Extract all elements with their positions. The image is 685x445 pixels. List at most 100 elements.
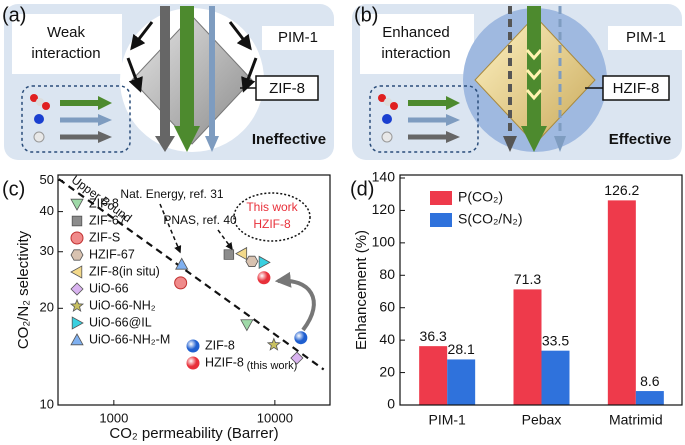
molecule xyxy=(384,98,392,106)
panel-label: (a) xyxy=(2,4,26,26)
legend-label: ZIF-8 xyxy=(205,338,235,352)
interaction-label: Enhanced xyxy=(382,24,450,41)
x-tick-label: Matrimid xyxy=(609,412,663,428)
legend-label: UiO-66-NH₂ xyxy=(89,298,156,312)
label-box xyxy=(360,14,474,74)
panel-b: (b) Enhanced interaction PIM-1 HZIF-8 Ef… xyxy=(352,4,682,160)
molecule xyxy=(390,102,398,110)
data-point xyxy=(290,351,304,365)
molecule xyxy=(381,131,393,143)
gas-box xyxy=(21,85,131,153)
legend-label: ZIF-8(in situ) xyxy=(89,264,160,278)
y-tick-label: 120 xyxy=(372,201,396,217)
value-label: 8.6 xyxy=(640,373,660,389)
legend-label: UiO-66-NH₂-M xyxy=(89,332,170,346)
y-tick-label: 60 xyxy=(379,298,395,314)
legend-label: UiO-66 xyxy=(89,281,129,295)
verdict: Ineffective xyxy=(252,131,326,148)
data-point xyxy=(223,249,235,260)
y-tick-label: 0 xyxy=(387,396,395,412)
legend-swatch xyxy=(430,191,452,205)
deflect-arrow xyxy=(126,57,143,93)
y-tick-label: 20 xyxy=(379,363,395,379)
legend-marker xyxy=(70,198,84,211)
arrow-head xyxy=(446,96,460,110)
y-axis-label: Enhancement (%) xyxy=(353,230,370,350)
data-point xyxy=(235,246,248,261)
legend-note: (this work) xyxy=(247,360,298,372)
data-point xyxy=(257,271,271,285)
bar xyxy=(607,200,636,405)
deflect-arrow xyxy=(228,21,252,51)
legend-label: ZIF-8 xyxy=(89,196,119,210)
x-tick-label: 1000 xyxy=(99,410,128,425)
x-tick-label: PIM-1 xyxy=(428,412,466,428)
legend-swatch xyxy=(430,213,452,227)
arrow-head xyxy=(446,131,460,143)
arrow-head xyxy=(205,136,219,152)
y-tick-label: 50 xyxy=(40,172,54,187)
y-tick-label: 20 xyxy=(40,300,54,315)
molecule xyxy=(382,114,392,124)
legend-marker xyxy=(71,316,84,330)
legend-marker xyxy=(69,298,85,312)
value-label: 36.3 xyxy=(420,328,447,344)
annotation: PNAS, ref. 40 xyxy=(163,213,237,227)
value-label: 33.5 xyxy=(542,332,569,348)
arrow-head xyxy=(98,96,112,110)
filler-label: HZIF-8 xyxy=(613,80,660,97)
chevrons xyxy=(525,49,543,101)
data-point xyxy=(174,276,188,290)
legend-marker xyxy=(70,265,83,279)
x-tick-label: Pebax xyxy=(522,412,562,428)
panel-c: (c) CO₂/N₂ selectivity CO₂ permeability … xyxy=(2,172,331,442)
y-tick-label: 140 xyxy=(372,169,396,185)
plot-frame xyxy=(399,174,683,406)
legend-label: UiO-66@IL xyxy=(89,315,152,329)
interaction-label: interaction xyxy=(31,45,100,62)
y-tick-label: 30 xyxy=(40,243,54,258)
data-point xyxy=(245,255,259,267)
annotation-ellipse xyxy=(233,192,311,242)
legend-label: HZIF-8 xyxy=(205,355,244,369)
y-tick-label: 40 xyxy=(379,331,395,347)
panel-a: (a) Weak interaction PIM-1 ZIF-8 Ineffec… xyxy=(2,4,334,160)
label-box xyxy=(255,75,319,101)
molecule xyxy=(42,102,50,110)
data-point xyxy=(258,255,271,270)
panel-label: (b) xyxy=(354,4,378,26)
interaction-label: Weak xyxy=(47,24,86,41)
arrow-head xyxy=(174,126,200,152)
legend-marker xyxy=(70,282,84,296)
bar xyxy=(513,289,542,405)
y-tick-label: 40 xyxy=(40,203,54,218)
arrow-head xyxy=(98,114,112,126)
label-box xyxy=(602,75,670,101)
legend-marker xyxy=(186,356,200,370)
molecule xyxy=(33,131,45,143)
data-point xyxy=(294,331,308,345)
arrow-head xyxy=(503,136,517,152)
legend-marker xyxy=(186,339,200,353)
molecule xyxy=(30,94,38,102)
annotation-arrow xyxy=(217,229,233,251)
molecule xyxy=(36,98,44,106)
annotation: This work xyxy=(246,200,298,214)
improvement-arrow xyxy=(274,271,316,332)
legend-marker xyxy=(70,231,84,245)
arrow-head xyxy=(98,131,112,143)
deflect-arrow xyxy=(130,21,154,51)
interaction-label: interaction xyxy=(381,45,450,62)
legend-label: HZIF-67 xyxy=(89,247,135,261)
value-label: 28.1 xyxy=(448,341,475,357)
plot-frame xyxy=(57,174,331,406)
panel-label: (d) xyxy=(350,178,374,200)
annotation: HZIF-8 xyxy=(253,217,291,231)
legend-marker xyxy=(70,249,84,261)
legend-label: ZIF-S xyxy=(89,230,120,244)
arrow-head xyxy=(521,126,547,152)
label-box xyxy=(12,14,122,74)
label-box xyxy=(608,26,682,50)
matrix-label: PIM-1 xyxy=(278,29,318,46)
